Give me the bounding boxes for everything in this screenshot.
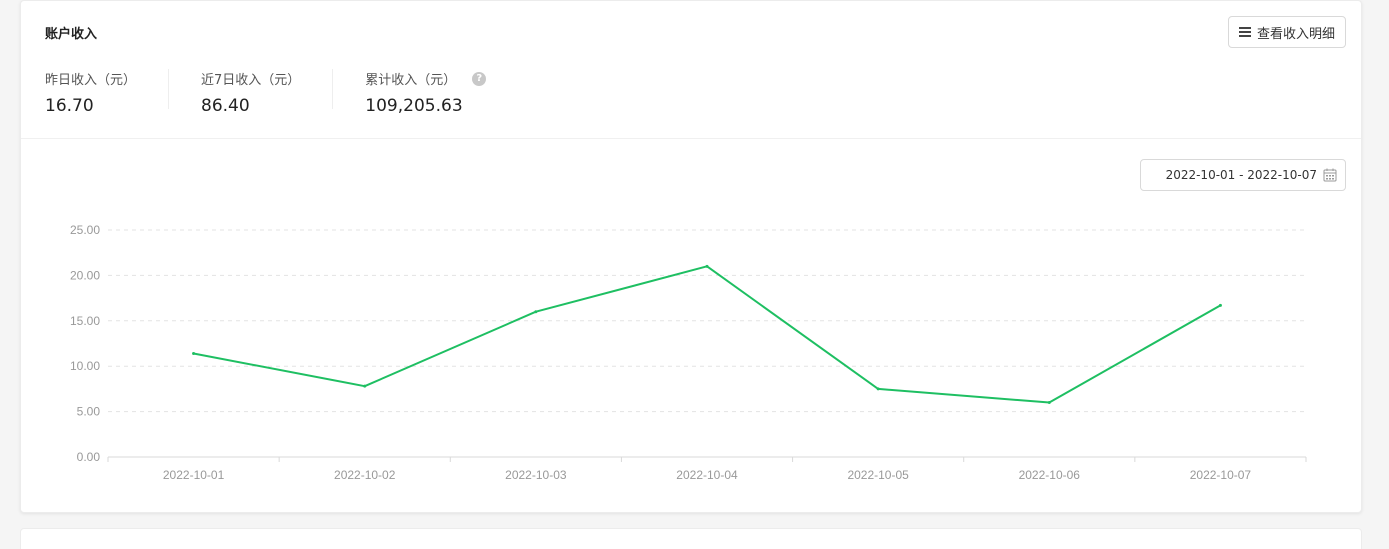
y-tick-label: 5.00	[77, 405, 101, 419]
y-tick-label: 10.00	[70, 359, 100, 373]
card-title: 账户收入	[45, 27, 98, 42]
x-tick-label: 2022-10-05	[847, 468, 909, 482]
x-tick-label: 2022-10-02	[334, 468, 396, 482]
secondary-card	[20, 528, 1362, 549]
data-point	[1218, 303, 1222, 307]
view-income-detail-button[interactable]: 查看收入明细	[1227, 16, 1346, 48]
stat-label: 近7日收入（元）	[201, 73, 301, 88]
data-point	[876, 387, 880, 391]
income-stats: 昨日收入（元） 16.70 近7日收入（元） 86.40 累计收入（元） ? 1…	[45, 69, 550, 116]
stat-label: 昨日收入（元）	[45, 73, 137, 88]
stat-yesterday: 昨日收入（元） 16.70	[45, 69, 170, 116]
view-income-detail-label: 查看收入明细	[1256, 26, 1335, 42]
list-icon	[1238, 27, 1251, 37]
x-tick-label: 2022-10-06	[1019, 468, 1081, 482]
data-point	[363, 384, 367, 388]
stat-label-row: 累计收入（元） ?	[365, 69, 487, 88]
x-tick-label: 2022-10-07	[1190, 468, 1252, 482]
stat-value: 16.70	[45, 96, 94, 116]
stat-value: 86.40	[201, 96, 250, 116]
y-tick-label: 25.00	[70, 223, 100, 237]
stat-value: 109,205.63	[365, 96, 463, 116]
date-range-picker[interactable]: 2022-10-01 - 2022-10-07	[1140, 159, 1346, 191]
question-icon[interactable]: ?	[472, 71, 487, 86]
data-point	[1047, 401, 1051, 405]
y-tick-label: 15.00	[70, 314, 100, 328]
data-point	[534, 310, 538, 314]
x-tick-label: 2022-10-04	[676, 468, 738, 482]
income-line-chart: 0.00 5.00 10.00 15.00 20.00 25.00 2022-10-01 20…	[70, 223, 1307, 482]
stat-last-7-days: 近7日收入（元） 86.40	[201, 69, 334, 116]
divider	[21, 138, 1361, 139]
stat-label: 累计收入（元）	[365, 73, 457, 88]
date-range-value: 2022-10-01 - 2022-10-07	[1165, 168, 1317, 182]
y-tick-label: 0.00	[77, 450, 101, 464]
data-point	[192, 351, 196, 355]
income-card: 账户收入 查看收入明细 昨日收入（元） 16.70 近7日收入（元） 86.40…	[20, 0, 1362, 513]
x-tick-label: 2022-10-03	[505, 468, 567, 482]
y-tick-label: 20.00	[70, 268, 100, 282]
calendar-icon	[1323, 168, 1337, 182]
data-point	[705, 264, 709, 268]
x-tick-label: 2022-10-01	[163, 468, 225, 482]
stat-total: 累计收入（元） ? 109,205.63	[365, 69, 518, 116]
series-line	[193, 265, 1221, 404]
